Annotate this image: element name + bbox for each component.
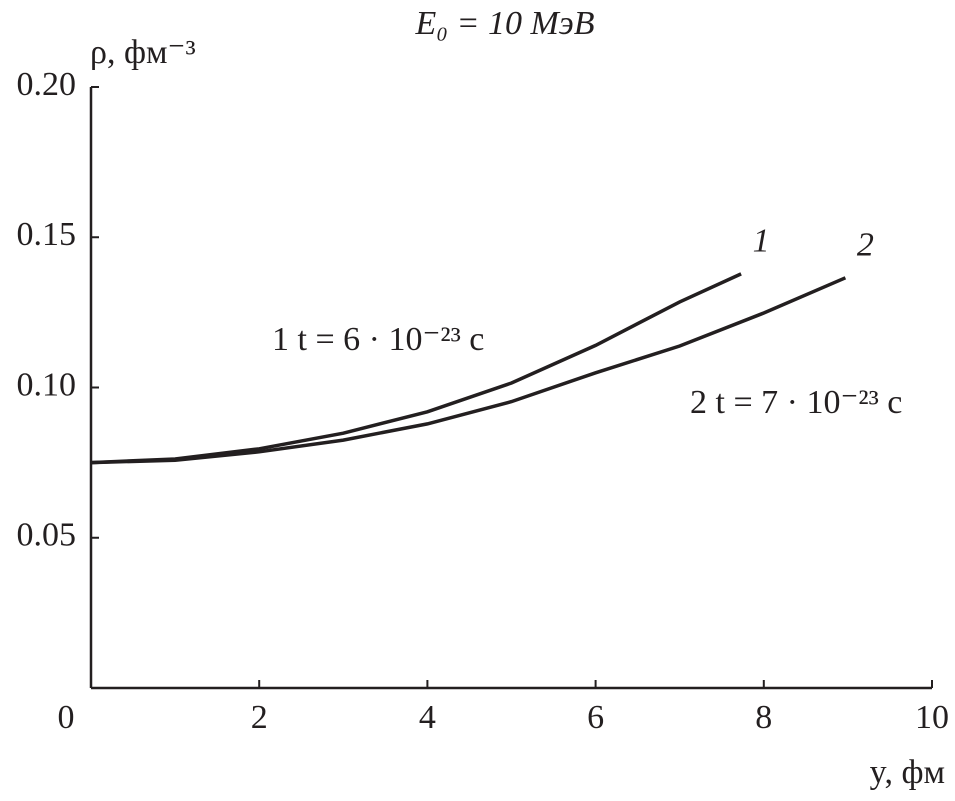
y-tick-label: 0.15 [17, 216, 77, 253]
series-line [90, 276, 847, 465]
series-label: 2 [857, 227, 874, 264]
x-tick-label: 4 [419, 699, 436, 736]
x-tick-label: 0 [58, 699, 75, 736]
x-tick-label: 10 [915, 699, 949, 736]
annotation: 2 t = 7 · 10⁻²³ с [690, 384, 902, 421]
x-tick-label: 2 [251, 699, 268, 736]
series-line [90, 272, 742, 465]
y-tick-label: 0.05 [17, 517, 77, 554]
y-tick-label: 0.20 [17, 66, 77, 103]
y-axis-label: ρ, фм⁻³ [90, 34, 196, 71]
series-label: 1 [753, 223, 770, 260]
x-axis-label: y, фм [870, 754, 945, 791]
annotation: 1 t = 6 · 10⁻²³ с [272, 321, 484, 358]
chart-title: E₀ = 10 МэВ [414, 5, 594, 42]
x-tick-label: 8 [755, 699, 772, 736]
x-tick-label: 6 [587, 699, 604, 736]
y-tick-label: 0.10 [17, 366, 77, 403]
